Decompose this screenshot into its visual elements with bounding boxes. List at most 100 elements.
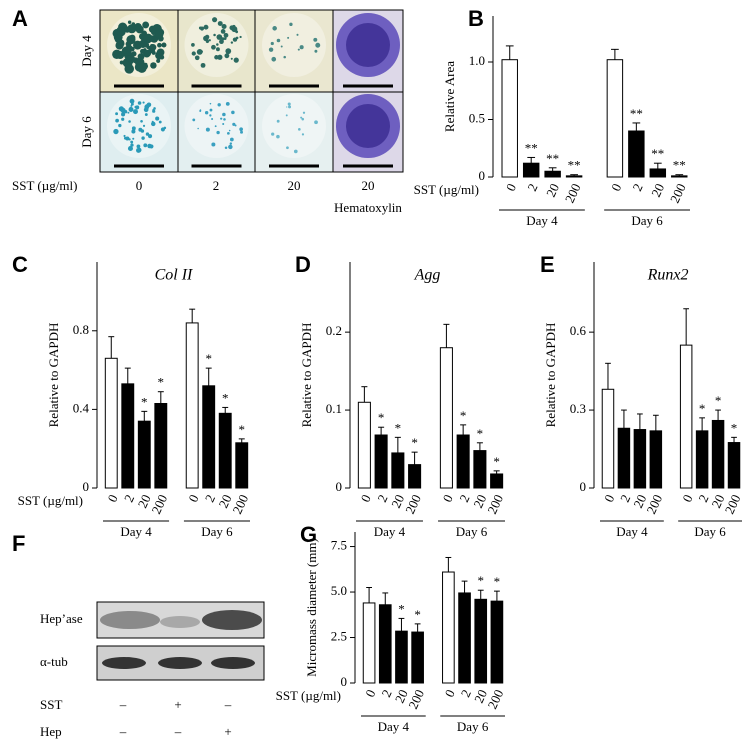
stain-dot [158, 120, 162, 124]
x-tick-label: 20 [388, 492, 407, 510]
x-tick-label: 20 [708, 492, 727, 510]
stain-dot [115, 119, 118, 123]
stain-dot [145, 132, 150, 136]
stain-dot [271, 132, 275, 136]
image-cell [254, 9, 334, 93]
stain-dot [314, 49, 318, 53]
stain-dot [301, 133, 305, 136]
stain-dot [137, 63, 147, 73]
row-label: Day 6 [79, 116, 94, 148]
y-tick-label: 2.5 [331, 629, 347, 644]
stain-dot [126, 55, 133, 62]
micromass [262, 94, 326, 158]
stain-dot [191, 51, 196, 56]
stain-dot [209, 102, 212, 105]
stain-dot [131, 51, 137, 57]
bar [628, 130, 645, 178]
y-tick-label: 0.6 [570, 323, 587, 338]
stain-dot [119, 60, 124, 65]
panel-label: C [12, 252, 28, 277]
x-tick-label: 0 [601, 492, 617, 504]
stain-dot [215, 47, 220, 52]
stain-dot [115, 112, 119, 116]
stain-dot [140, 48, 145, 54]
stain-dot [240, 130, 243, 134]
chart-title: Agg [414, 267, 441, 284]
y-axis-label: Relative to GAPDH [299, 323, 314, 428]
stain-dot [302, 111, 306, 114]
stain-dot [116, 27, 122, 32]
stain-dot [225, 101, 230, 106]
bar [649, 430, 663, 489]
stain-dot [131, 126, 136, 131]
stain-dot [205, 34, 210, 40]
stain-dot [224, 146, 228, 150]
significance: * [715, 393, 722, 408]
bar [727, 442, 741, 489]
panel-label: A [12, 6, 28, 31]
bar [202, 385, 216, 489]
x-tick-label: 20 [648, 181, 667, 199]
band-label: Hep’ase [40, 611, 83, 626]
stain-dot [280, 45, 283, 48]
significance: ** [673, 158, 686, 173]
band [211, 657, 255, 669]
stain-dot [220, 29, 226, 34]
stain-dot [124, 26, 131, 33]
x-tick-label: 200 [484, 492, 506, 516]
stain-dot [152, 108, 155, 112]
significance: ** [525, 140, 538, 155]
x-tick-label: 200 [229, 492, 251, 516]
stain-dot [121, 112, 126, 117]
stain-dot [296, 33, 299, 36]
stain-dot [118, 123, 122, 128]
y-tick-label: 0.4 [73, 400, 90, 415]
x-tick-label: 200 [562, 181, 584, 205]
x-tick-label: 20 [630, 492, 649, 510]
stain-dot [217, 21, 223, 26]
bar [601, 388, 615, 489]
x-axis-label: SST (µg/ml) [18, 493, 83, 508]
band [158, 657, 202, 669]
significance: * [477, 573, 484, 588]
stain-dot [214, 125, 217, 128]
stain-dot [289, 22, 293, 26]
stain-dot [125, 136, 130, 141]
bar [456, 434, 470, 489]
significance: * [238, 422, 245, 437]
significance: * [493, 454, 500, 469]
stain-dot [131, 129, 136, 134]
stain-dot [271, 56, 277, 62]
stain-dot [314, 120, 318, 125]
row-label: Hep [40, 724, 62, 739]
significance: * [158, 375, 165, 390]
x-tick-label: 200 [643, 492, 665, 516]
stain-dot [227, 131, 230, 135]
stain-dot [230, 57, 233, 60]
stain-dot [129, 98, 135, 104]
significance: ** [651, 146, 664, 161]
group-label: Day 6 [457, 719, 489, 734]
sign: – [119, 697, 127, 712]
x-tick-label: 200 [148, 492, 170, 516]
panel-label: G [300, 522, 317, 547]
stain-dot [130, 143, 134, 147]
bar [235, 442, 249, 489]
stain-dot [127, 20, 132, 24]
stain-dot [229, 142, 233, 145]
stain-dot [127, 111, 130, 114]
bar [185, 322, 199, 489]
stain-dot [285, 114, 288, 117]
bar [137, 420, 151, 489]
bar [374, 434, 388, 489]
stain-dot [123, 53, 128, 57]
stain-dot [198, 26, 202, 30]
stain-dot [136, 147, 141, 153]
x-label: SST (µg/ml) [12, 178, 77, 193]
group-label: Day 4 [120, 524, 152, 539]
bar [411, 631, 424, 684]
stain-dot [222, 112, 226, 117]
x-axis-label: SST (µg/ml) [276, 688, 341, 703]
x-tick-label: 0 [357, 492, 373, 504]
